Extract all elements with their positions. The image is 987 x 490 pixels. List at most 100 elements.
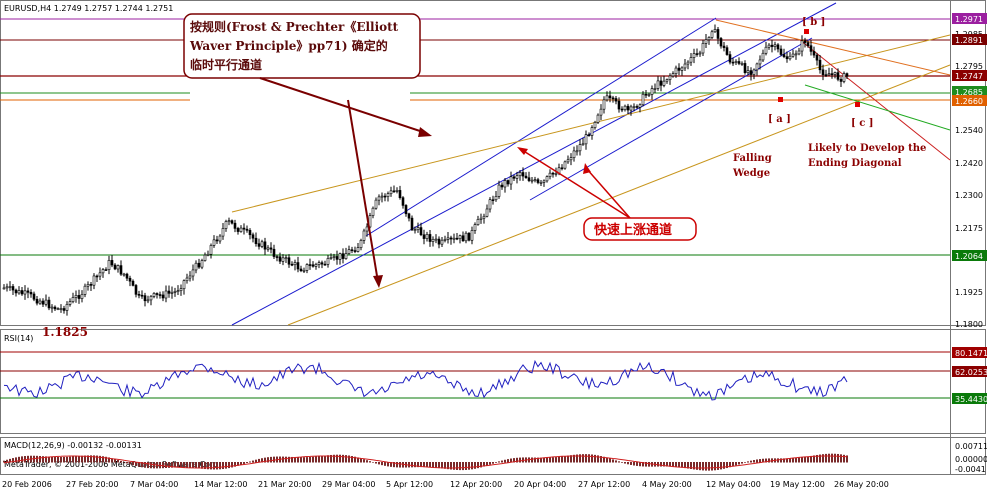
macd-bar bbox=[333, 454, 335, 463]
macd-bar bbox=[435, 462, 437, 468]
macd-bar bbox=[117, 459, 119, 463]
candle-body bbox=[176, 290, 180, 292]
macd-bar bbox=[813, 455, 815, 463]
macd-bar bbox=[51, 456, 53, 463]
macd-bar bbox=[825, 453, 827, 463]
candle-body bbox=[776, 44, 780, 50]
macd-bar bbox=[447, 462, 449, 470]
candle-body bbox=[293, 262, 297, 266]
macd-bar bbox=[18, 456, 20, 463]
candle-body bbox=[779, 48, 783, 55]
macd-bar bbox=[75, 456, 77, 463]
price-scale[interactable]: 1.2985 1.2795 1.2540 1.2420 1.2300 1.217… bbox=[952, 13, 987, 329]
macd-bar bbox=[666, 462, 668, 467]
candle-body bbox=[476, 219, 480, 225]
callout-arrow bbox=[347, 99, 379, 283]
candle-body bbox=[845, 73, 849, 77]
macd-scale[interactable]: 0.00711 0.00000 -0.0041 bbox=[955, 442, 987, 474]
candle-body bbox=[371, 207, 375, 216]
main-price-panel[interactable] bbox=[0, 0, 986, 326]
candle-body bbox=[515, 175, 519, 179]
price-tick: 1.1925 bbox=[955, 288, 983, 297]
macd-bar bbox=[615, 460, 617, 463]
candle-body bbox=[755, 63, 759, 71]
up-channel-lower bbox=[231, 2, 837, 326]
macd-bar bbox=[567, 455, 569, 463]
wave-a-marker bbox=[778, 97, 783, 102]
candle-body bbox=[764, 46, 768, 54]
macd-bar bbox=[807, 456, 809, 463]
candle-body bbox=[584, 134, 588, 145]
candle-body bbox=[518, 172, 522, 177]
time-label: 27 Apr 12:00 bbox=[578, 480, 630, 489]
candle-body bbox=[65, 304, 69, 311]
macd-bar bbox=[603, 456, 605, 463]
rsi-scale[interactable]: 80.1471 62.0253 35.4430 bbox=[952, 347, 987, 404]
candle-body bbox=[809, 45, 813, 52]
macd-bar bbox=[327, 455, 329, 463]
candle-body bbox=[695, 53, 699, 55]
candle-body bbox=[221, 228, 225, 237]
macd-bar bbox=[564, 455, 566, 463]
candle-body bbox=[140, 294, 144, 297]
candle-body bbox=[713, 29, 717, 33]
macd-bar bbox=[762, 458, 764, 463]
macd-bar bbox=[147, 462, 149, 469]
candle-body bbox=[41, 300, 45, 305]
candle-body bbox=[464, 232, 468, 242]
candle-body bbox=[470, 230, 474, 241]
candle-body bbox=[668, 75, 672, 80]
candle-body bbox=[605, 95, 609, 101]
macd-bar bbox=[273, 456, 275, 463]
time-label: 29 Mar 04:00 bbox=[322, 480, 375, 489]
macd-bar bbox=[423, 462, 425, 468]
candle-body bbox=[194, 262, 198, 271]
wedge-upper-line bbox=[715, 19, 951, 76]
macd-bar bbox=[315, 456, 317, 463]
candle-body bbox=[506, 180, 510, 185]
price-tag-text: 1.2660 bbox=[955, 97, 983, 106]
candle-body bbox=[335, 256, 339, 260]
time-axis[interactable]: 20 Feb 2006 27 Feb 20:00 7 Mar 04:00 14 … bbox=[2, 480, 889, 489]
rsi-line bbox=[3, 359, 848, 401]
candle-body bbox=[509, 176, 513, 185]
candle-body bbox=[551, 172, 555, 175]
macd-bar bbox=[804, 456, 806, 463]
candle-body bbox=[455, 237, 459, 240]
macd-bar bbox=[621, 462, 623, 463]
candle-body bbox=[182, 280, 186, 290]
copyright-label: MetaTrader, © 2001-2006 MetaQuotes Softw… bbox=[4, 460, 221, 469]
candle-body bbox=[608, 95, 612, 99]
macd-bar bbox=[522, 457, 524, 463]
candle-body bbox=[587, 134, 591, 136]
candle-body bbox=[578, 144, 582, 152]
macd-bar bbox=[468, 462, 470, 470]
macd-bar bbox=[231, 462, 233, 468]
macd-bar bbox=[111, 458, 113, 463]
candle-body bbox=[323, 263, 327, 266]
candle-body bbox=[827, 73, 831, 76]
candle-body bbox=[92, 275, 96, 286]
macd-bar bbox=[606, 457, 608, 463]
fast-channel-arrow bbox=[585, 167, 631, 219]
macd-bar bbox=[750, 460, 752, 463]
rsi-tag bbox=[952, 366, 987, 377]
macd-signal-line bbox=[3, 455, 848, 469]
candle-body bbox=[248, 230, 252, 236]
candle-body bbox=[299, 268, 303, 272]
candle-body bbox=[710, 31, 714, 38]
callout-line-3: 临时平行通道 bbox=[190, 57, 262, 72]
price-tag-text: 1.2064 bbox=[955, 252, 983, 261]
macd-tick: 0.00000 bbox=[955, 455, 987, 464]
candle-body bbox=[665, 79, 669, 82]
macd-bar bbox=[624, 462, 626, 464]
macd-bar bbox=[570, 455, 572, 463]
candle-body bbox=[410, 217, 414, 231]
macd-bar bbox=[309, 456, 311, 463]
wave-c-marker bbox=[855, 102, 860, 107]
macd-bar bbox=[555, 457, 557, 463]
price-candles bbox=[2, 24, 849, 316]
candle-body bbox=[500, 184, 504, 188]
macd-bar bbox=[63, 456, 65, 463]
